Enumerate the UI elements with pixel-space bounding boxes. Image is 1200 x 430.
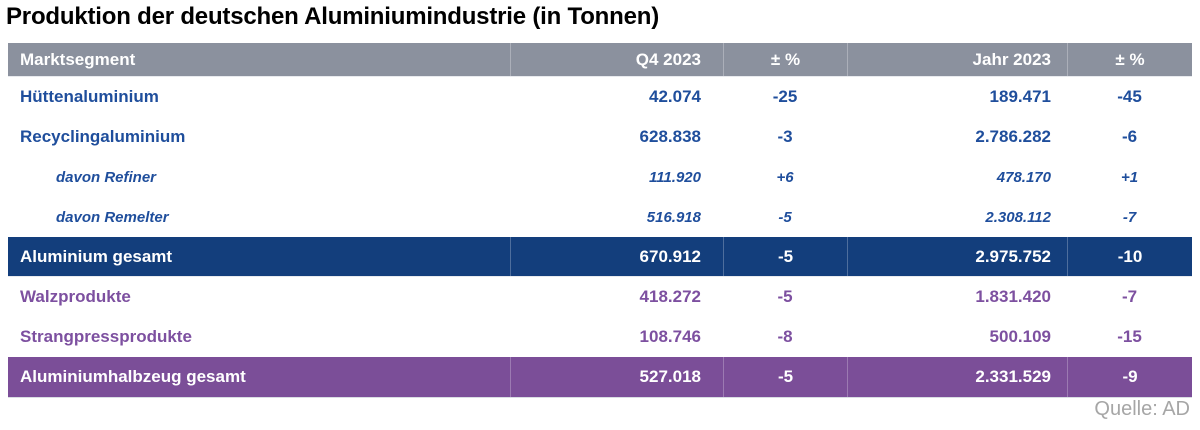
q4-value: 418.272 — [639, 287, 701, 306]
year-value: 478.170 — [996, 168, 1051, 186]
q4-pct-value: -5 — [723, 357, 847, 397]
year-value: 500.109 — [989, 327, 1051, 346]
year-value: 189.471 — [989, 87, 1051, 106]
table-row-recyclingaluminium: Recyclingaluminium 628.838 -3 2.786.282 … — [8, 117, 1192, 157]
col-header-marktsegment: Marktsegment — [20, 49, 136, 69]
year-value: 2.331.529 — [847, 357, 1067, 397]
table-row-walzprodukte: Walzprodukte 418.272 -5 1.831.420 -7 — [8, 277, 1192, 317]
row-label: Walzprodukte — [20, 287, 131, 306]
year-value: 2.975.752 — [847, 237, 1067, 276]
row-label: davon Refiner — [56, 168, 157, 186]
table-row-huettenaluminium: Hüttenaluminium 42.074 -25 189.471 -45 — [8, 77, 1192, 117]
table-row-aluminium-gesamt: Aluminium gesamt 670.912 -5 2.975.752 -1… — [8, 237, 1192, 277]
source-caption: Quelle: AD — [1094, 398, 1190, 420]
row-label: Aluminium gesamt — [20, 246, 173, 266]
year-pct-value: -9 — [1067, 357, 1192, 397]
row-label: Recyclingaluminium — [20, 127, 186, 146]
q4-pct-value: -5 — [777, 287, 793, 306]
production-table: Marktsegment Q4 2023 ± % Jahr 2023 ± % H… — [8, 43, 1192, 398]
year-pct-value: -6 — [1121, 127, 1138, 146]
q4-value: 516.918 — [646, 208, 701, 226]
row-label: Strangpressprodukte — [20, 327, 192, 346]
year-pct-value: -15 — [1117, 327, 1142, 346]
year-value: 2.308.112 — [985, 208, 1051, 226]
q4-pct-value: -25 — [772, 87, 798, 106]
q4-pct-value: -8 — [777, 327, 793, 346]
col-header-q4-2023: Q4 2023 — [510, 43, 723, 76]
table-row-strangpressprodukte: Strangpressprodukte 108.746 -8 500.109 -… — [8, 317, 1192, 357]
table-row-davon-remelter: davon Remelter 516.918 -5 2.308.112 -7 — [8, 197, 1192, 237]
year-value: 2.786.282 — [975, 127, 1051, 146]
col-header-jahr-pct: ± % — [1067, 43, 1192, 76]
table-header-row: Marktsegment Q4 2023 ± % Jahr 2023 ± % — [8, 43, 1192, 77]
q4-value: 108.746 — [639, 327, 701, 346]
row-label: davon Remelter — [56, 208, 169, 226]
col-header-q4-pct: ± % — [723, 43, 847, 76]
q4-value: 628.838 — [639, 127, 701, 146]
col-header-jahr-2023: Jahr 2023 — [847, 43, 1067, 76]
q4-pct-value: +6 — [776, 168, 794, 186]
year-value: 1.831.420 — [975, 287, 1051, 306]
year-pct-value: -7 — [1122, 208, 1137, 226]
table-row-aluminiumhalbzeug-gesamt: Aluminiumhalbzeug gesamt 527.018 -5 2.33… — [8, 357, 1192, 397]
q4-value: 42.074 — [649, 87, 701, 106]
q4-value: 111.920 — [649, 168, 701, 186]
row-label: Aluminiumhalbzeug gesamt — [20, 367, 246, 386]
q4-pct-value: -3 — [777, 127, 793, 146]
q4-pct-value: -5 — [723, 237, 847, 276]
year-pct-value: -7 — [1121, 287, 1138, 306]
page-title: Produktion der deutschen Aluminiumindust… — [6, 3, 659, 30]
q4-value: 670.912 — [510, 237, 723, 276]
table-row-davon-refiner: davon Refiner 111.920 +6 478.170 +1 — [8, 157, 1192, 197]
row-label: Hüttenaluminium — [20, 87, 159, 106]
q4-value: 527.018 — [510, 357, 723, 397]
year-pct-value: +1 — [1120, 168, 1139, 186]
year-pct-value: -10 — [1067, 237, 1192, 276]
year-pct-value: -45 — [1117, 87, 1142, 106]
q4-pct-value: -5 — [778, 208, 792, 226]
